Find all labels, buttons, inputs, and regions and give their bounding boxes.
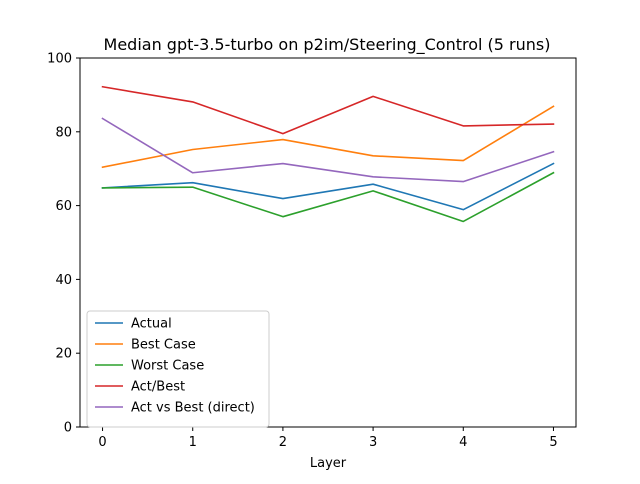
x-tick-label: 3 bbox=[369, 435, 377, 450]
legend-label: Act vs Best (direct) bbox=[131, 401, 255, 416]
y-tick-label: 40 bbox=[55, 273, 72, 288]
y-axis: 0 20 40 60 80 100 bbox=[47, 52, 80, 436]
series-line-act-vs-best-direct bbox=[101, 117, 555, 183]
y-tick-label: 80 bbox=[55, 125, 72, 140]
x-tick-label: 5 bbox=[549, 435, 557, 450]
x-axis: 0 1 2 3 4 5 bbox=[98, 427, 558, 450]
series-line-actual bbox=[101, 162, 555, 211]
x-tick-label: 4 bbox=[459, 435, 467, 450]
legend-label: Act/Best bbox=[131, 380, 185, 395]
y-tick-label: 20 bbox=[55, 347, 72, 362]
x-axis-label: Layer bbox=[310, 456, 347, 471]
series-line-act-best bbox=[101, 85, 555, 135]
series-line-best-case bbox=[101, 105, 555, 169]
plot-lines bbox=[101, 85, 555, 223]
series-line-worst-case bbox=[101, 171, 555, 223]
y-tick-label: 60 bbox=[55, 199, 72, 214]
legend-label: Best Case bbox=[131, 338, 196, 353]
y-tick-label: 0 bbox=[64, 421, 72, 436]
legend-label: Worst Case bbox=[131, 359, 204, 374]
x-tick-label: 0 bbox=[98, 435, 106, 450]
chart-title: Median gpt-3.5-turbo on p2im/Steering_Co… bbox=[104, 35, 551, 55]
legend-label: Actual bbox=[131, 317, 172, 332]
x-tick-label: 1 bbox=[189, 435, 197, 450]
legend-box bbox=[86, 310, 270, 428]
y-tick-label: 100 bbox=[47, 52, 72, 67]
x-tick-label: 2 bbox=[279, 435, 287, 450]
plot-frame bbox=[79, 57, 577, 428]
legend: Actual Best Case Worst Case Act/Best Act vs … bbox=[86, 310, 270, 428]
